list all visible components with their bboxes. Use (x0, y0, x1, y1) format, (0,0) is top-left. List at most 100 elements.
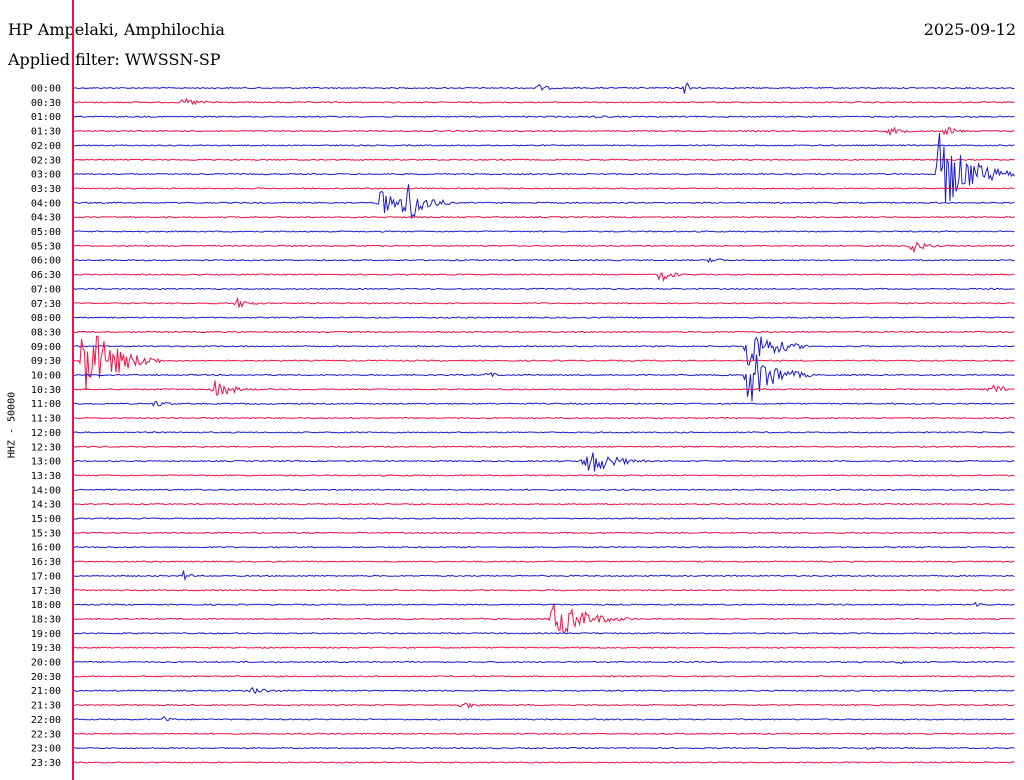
trace-row-1130 (73, 416, 1015, 420)
filter-label: Applied filter: WWSSN-SP (8, 50, 221, 69)
trace-row-0930 (73, 335, 1015, 390)
trace-row-1030 (73, 380, 1015, 396)
row-label-group: 00:00 00:30 01:00 01:30 02:00 02:30 03:00 03:30… (31, 84, 61, 769)
trace-row-0900 (73, 336, 1015, 366)
row-label-2000: 20:00 (31, 658, 61, 669)
trace-row-1730 (73, 589, 1015, 592)
row-label-0900: 09:00 (31, 342, 61, 353)
row-label-0130: 01:30 (31, 127, 61, 138)
trace-row-0400 (73, 184, 1015, 220)
trace-row-0330 (73, 187, 1015, 190)
trace-row-0200 (73, 144, 1015, 147)
row-label-2130: 21:30 (31, 701, 61, 712)
row-label-1030: 10:30 (31, 385, 61, 396)
trace-row-0530 (73, 241, 1015, 254)
trace-row-0300 (73, 132, 1015, 204)
trace-row-1300 (73, 452, 1015, 472)
trace-row-2300 (73, 746, 1015, 750)
row-label-2100: 21:00 (31, 686, 61, 697)
row-label-1400: 14:00 (31, 485, 61, 496)
trace-group (73, 82, 1015, 764)
row-label-0100: 01:00 (31, 112, 61, 123)
trace-row-2200 (73, 715, 1015, 722)
trace-row-0230 (73, 158, 1015, 161)
row-label-1630: 16:30 (31, 557, 61, 568)
row-label-1830: 18:30 (31, 614, 61, 625)
row-label-1430: 14:30 (31, 500, 61, 511)
trace-row-0100 (73, 115, 1015, 119)
trace-row-1000 (73, 354, 1015, 402)
row-label-1930: 19:30 (31, 643, 61, 654)
row-label-1700: 17:00 (31, 571, 61, 582)
trace-row-0630 (73, 272, 1015, 283)
trace-row-2100 (73, 687, 1015, 695)
trace-row-1900 (73, 632, 1015, 635)
row-label-0000: 00:00 (31, 84, 61, 95)
row-label-1730: 17:30 (31, 586, 61, 597)
row-label-1300: 13:00 (31, 457, 61, 468)
trace-row-0500 (73, 230, 1015, 233)
row-label-1600: 16:00 (31, 543, 61, 554)
row-label-2200: 22:00 (31, 715, 61, 726)
row-label-0330: 03:30 (31, 184, 61, 195)
row-label-0030: 00:30 (31, 98, 61, 109)
trace-row-1630 (73, 560, 1015, 563)
row-label-1100: 11:00 (31, 399, 61, 410)
row-label-1530: 15:30 (31, 528, 61, 539)
trace-row-0130 (73, 126, 1015, 137)
trace-row-1200 (73, 431, 1015, 434)
row-label-1900: 19:00 (31, 629, 61, 640)
trace-row-1500 (73, 517, 1015, 520)
row-label-0430: 04:30 (31, 213, 61, 224)
station-title: HP Ampelaki, Amphilochia (8, 20, 225, 39)
trace-row-1930 (73, 646, 1015, 649)
row-label-1330: 13:30 (31, 471, 61, 482)
row-label-1200: 12:00 (31, 428, 61, 439)
row-label-2300: 23:00 (31, 744, 61, 755)
row-label-2230: 22:30 (31, 729, 61, 740)
trace-row-2130 (73, 702, 1015, 709)
trace-row-1230 (73, 445, 1015, 448)
row-label-0230: 02:30 (31, 155, 61, 166)
trace-row-0700 (73, 287, 1015, 291)
row-label-0200: 02:00 (31, 141, 61, 152)
row-label-1000: 10:00 (31, 371, 61, 382)
row-label-2030: 20:30 (31, 672, 61, 683)
row-label-0830: 08:30 (31, 327, 61, 338)
row-label-0630: 06:30 (31, 270, 61, 281)
trace-row-2230 (73, 732, 1015, 735)
trace-row-0800 (73, 316, 1015, 319)
row-label-0500: 05:00 (31, 227, 61, 238)
trace-row-1700 (73, 570, 1015, 582)
trace-row-1830 (73, 603, 1015, 634)
row-label-1500: 15:00 (31, 514, 61, 525)
row-label-2330: 23:30 (31, 758, 61, 769)
trace-row-1100 (73, 400, 1015, 407)
row-label-0930: 09:30 (31, 356, 61, 367)
trace-row-0430 (74, 215, 1015, 219)
trace-row-0600 (73, 257, 1015, 264)
row-label-1800: 18:00 (31, 600, 61, 611)
trace-row-1600 (73, 546, 1015, 549)
row-label-0530: 05:30 (31, 241, 61, 252)
trace-row-2000 (73, 660, 1015, 664)
trace-row-0730 (73, 296, 1015, 308)
trace-row-0000 (73, 82, 1015, 94)
trace-row-0830 (73, 330, 1015, 334)
trace-row-1800 (73, 601, 1015, 608)
trace-row-1430 (73, 502, 1015, 506)
row-label-0800: 08:00 (31, 313, 61, 324)
row-label-0400: 04:00 (31, 198, 61, 209)
trace-row-1330 (73, 474, 1015, 477)
row-label-0600: 06:00 (31, 256, 61, 267)
row-label-0300: 03:00 (31, 170, 61, 181)
trace-row-2030 (73, 675, 1015, 678)
trace-row-1530 (73, 531, 1015, 535)
trace-row-1400 (73, 488, 1015, 492)
row-label-1130: 11:30 (31, 414, 61, 425)
row-label-0700: 07:00 (31, 284, 61, 295)
date-label: 2025-09-12 (923, 20, 1016, 39)
trace-row-0030 (73, 97, 1015, 106)
row-label-1230: 12:30 (31, 442, 61, 453)
